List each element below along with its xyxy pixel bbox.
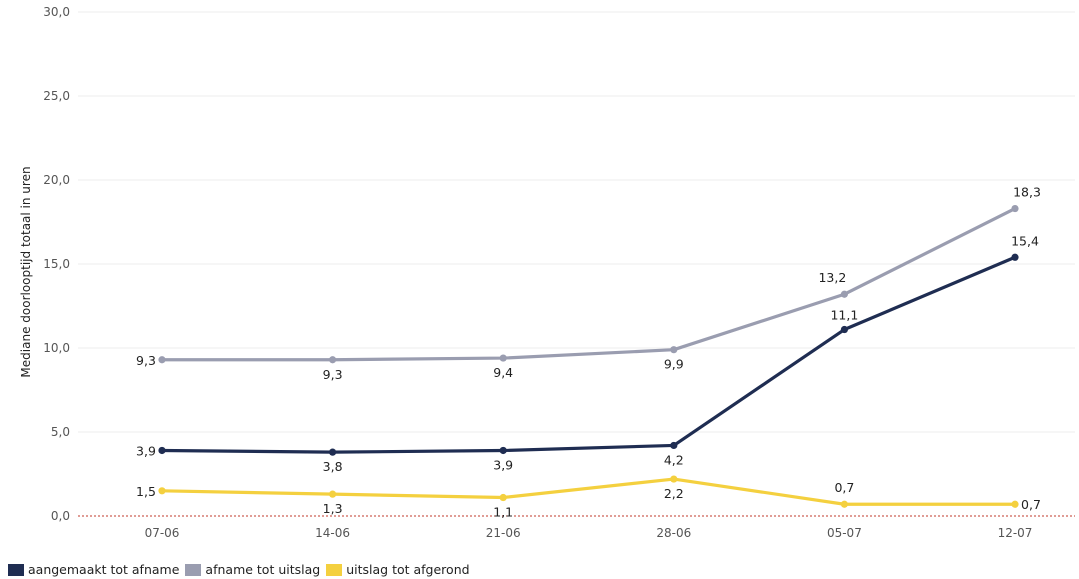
y-tick-label: 15,0 [43, 257, 70, 271]
data-label: 11,1 [830, 308, 858, 323]
legend-item-aangemaakt: aangemaakt tot afname [8, 562, 179, 577]
data-point [840, 325, 849, 334]
data-label: 9,3 [323, 367, 343, 382]
y-tick-label: 25,0 [43, 89, 70, 103]
data-point [158, 446, 166, 455]
legend-item-afname: afname tot uitslag [185, 562, 320, 577]
data-point [1011, 500, 1019, 508]
data-label: 13,2 [818, 270, 846, 285]
legend-label: aangemaakt tot afname [28, 562, 180, 577]
data-point [329, 356, 337, 364]
data-label: 4,2 [664, 452, 684, 467]
x-tick-label: 14-06 [315, 526, 350, 540]
data-label: 9,4 [493, 365, 513, 380]
legend-label: afname tot uitslag [205, 562, 321, 577]
x-tick-label: 05-07 [827, 526, 862, 540]
data-label: 3,8 [323, 459, 343, 474]
x-tick-label: 21-06 [486, 526, 521, 540]
line-chart: 0,0 5,0 10,0 15,0 20,0 25,0 30,0 07-06 14-06 21-0… [19, 5, 1075, 540]
data-label: 1,1 [493, 505, 513, 520]
series-line [160, 477, 1017, 506]
data-label: 15,4 [1011, 233, 1039, 248]
chart-legend: aangemaakt tot afname afname tot uitslag… [8, 562, 470, 577]
data-label: 9,3 [136, 353, 156, 368]
series-line [160, 206, 1017, 362]
data-label: 3,9 [136, 443, 156, 458]
data-label: 0,7 [834, 480, 854, 495]
data-point [499, 446, 507, 455]
data-point [670, 475, 678, 483]
data-label: 9,9 [664, 357, 684, 372]
y-tick-label: 5,0 [51, 425, 70, 439]
legend-item-uitslag: uitslag tot afgerond [326, 562, 470, 577]
series-line [160, 255, 1017, 454]
legend-swatch [326, 563, 343, 576]
data-label: 18,3 [1013, 185, 1041, 200]
data-point [329, 448, 337, 456]
legend-swatch [185, 563, 202, 576]
y-axis-title: Mediane doorlooptijd totaal in uren [19, 166, 33, 377]
y-tick-label: 30,0 [43, 5, 70, 19]
data-point [499, 354, 507, 362]
y-tick-label: 20,0 [43, 173, 70, 187]
data-label: 1,3 [323, 501, 343, 516]
x-tick-label: 12-07 [998, 526, 1033, 540]
y-tick-label: 10,0 [43, 341, 70, 355]
data-label: 1,5 [136, 484, 156, 499]
x-tick-label: 28-06 [656, 526, 691, 540]
data-point [840, 500, 849, 508]
data-point [158, 487, 166, 495]
y-tick-label: 0,0 [51, 509, 70, 523]
data-point [670, 441, 678, 450]
legend-label: uitslag tot afgerond [346, 562, 470, 577]
data-point [158, 356, 166, 364]
data-label: 3,9 [493, 457, 513, 472]
data-point [1011, 204, 1019, 213]
x-tick-label: 07-06 [145, 526, 180, 540]
data-point [499, 493, 507, 502]
data-point [840, 290, 849, 298]
data-point [1011, 253, 1019, 261]
legend-swatch [8, 563, 24, 576]
data-point [329, 490, 337, 498]
data-label: 0,7 [1021, 497, 1041, 512]
data-label: 2,2 [664, 486, 684, 501]
data-point [670, 346, 678, 354]
